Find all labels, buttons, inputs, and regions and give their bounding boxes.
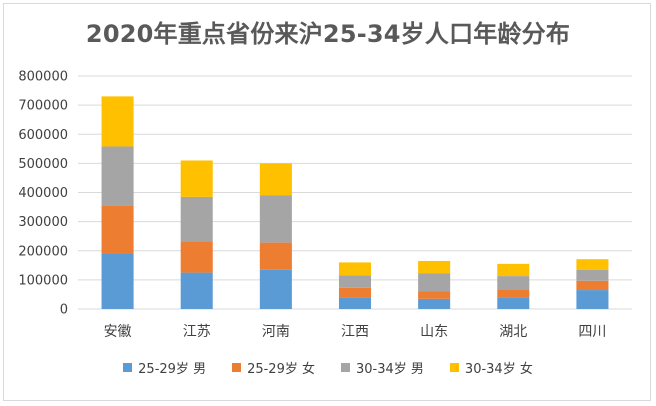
bar-segment [101,253,134,309]
legend-label: 30-34岁 男 [356,361,424,377]
bar-segment [497,263,530,277]
y-tick-label: 200000 [18,244,68,259]
bar-segment [576,290,609,309]
bar-segment [259,242,292,270]
x-tick-label: 河南 [262,324,290,340]
y-tick-label: 800000 [18,70,68,85]
legend-swatch [232,362,242,372]
legend-label: 30-34岁 女 [464,361,533,377]
bar-segment [180,272,213,309]
legend-item: 25-29岁 女 [232,358,315,377]
bar-segment [497,276,530,290]
bar-segment [180,196,213,242]
bar-segment [259,163,292,196]
bar-segment [338,287,372,298]
bar-segment [101,205,134,254]
y-tick-label: 100000 [18,273,68,288]
chart-legend: 25-29岁 男 25-29岁 女 30-34岁 男 30-34岁 女 [0,357,656,377]
y-tick-label: 700000 [18,99,68,114]
legend-swatch [123,362,133,372]
bar-segment [418,298,451,309]
y-tick-label: 400000 [18,186,68,201]
legend-item: 30-34岁 男 [341,358,424,377]
bar-segment [576,280,609,291]
bar-segment [418,260,451,274]
bar-segment [418,291,451,299]
bar-segment [576,259,609,270]
y-tick-label: 600000 [18,128,68,143]
bar-segment [101,96,134,147]
y-tick-label: 0 [60,303,68,318]
bar-segment [338,262,372,276]
bar-segment [576,269,609,281]
bar-segment [338,275,372,288]
bar-segment [259,195,292,243]
bar-segment [418,273,451,292]
bar-segment [259,269,292,309]
legend-item: 30-34岁 女 [449,358,533,377]
bar-segment [101,146,134,206]
bar-segment [180,160,213,197]
bar-segment [497,297,530,309]
chart-title: 2020年重点省份来沪25-34岁人口年龄分布 [85,20,571,48]
bar-segment [497,289,530,298]
y-tick-label: 500000 [18,157,68,172]
legend-label: 25-29岁 女 [247,361,315,377]
x-tick-label: 四川 [578,324,606,340]
legend-label: 25-29岁 男 [138,361,207,377]
legend-swatch [449,362,459,372]
x-tick-label: 江苏 [183,324,211,340]
bar-segment [180,241,213,273]
x-tick-label: 山东 [420,324,448,340]
legend-item: 25-29岁 男 [123,358,206,377]
y-tick-label: 300000 [18,215,68,230]
bar-segment [338,297,372,309]
legend-swatch [341,362,350,372]
x-tick-label: 安徽 [104,324,132,340]
x-tick-label: 江西 [341,324,369,340]
x-tick-label: 湖北 [499,324,527,340]
